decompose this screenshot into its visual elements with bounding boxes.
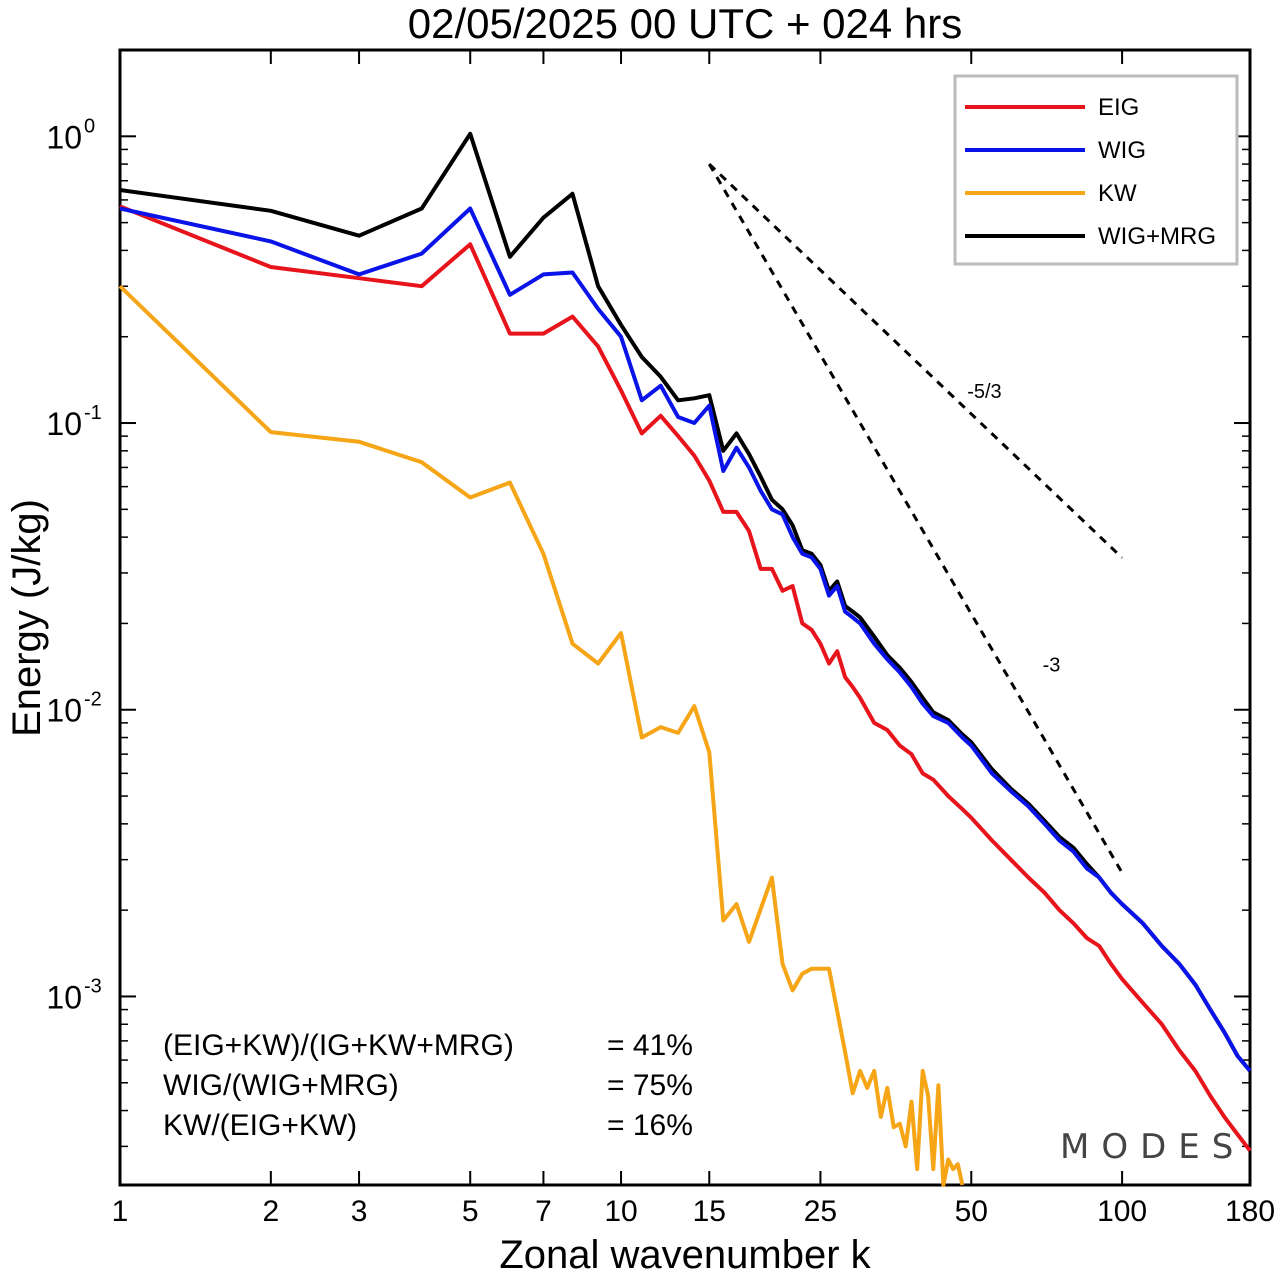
x-tick-label: 7 [535,1195,552,1228]
reference-line-label-1: -3 [1043,654,1061,676]
y-tick-label: 10 [46,406,82,442]
legend-label-3: WIG+MRG [1098,223,1216,250]
legend-label-2: KW [1098,180,1137,207]
legend-label-0: EIG [1098,94,1139,121]
ratio-label-2: KW/(EIG+KW) [163,1109,357,1142]
ratio-value-2: = 16% [607,1109,693,1142]
y-tick-label: 10 [46,119,82,155]
x-tick-label: 10 [604,1195,637,1228]
reference-line-label-0: -5/3 [967,381,1001,403]
x-tick-label: 3 [351,1195,368,1228]
y-tick-exponent: -2 [84,689,102,711]
ratio-value-0: = 41% [607,1029,693,1062]
legend: EIG WIG KW WIG+MRG [953,74,1239,266]
x-tick-label: 100 [1097,1195,1147,1228]
y-tick-exponent: -1 [84,402,102,424]
x-axis-label: Zonal wavenumber k [499,1233,871,1277]
axis-ticks [119,49,1251,1185]
ratio-label-0: (EIG+KW)/(IG+KW+MRG) [163,1029,514,1062]
reference-lines: -5/3 -3 [707,163,1124,874]
y-tick-label: 10 [46,693,82,729]
y-tick-exponent: -3 [84,975,102,997]
ratio-value-1: = 75% [607,1069,693,1102]
series-group [118,131,1252,1187]
y-tick-exponent: 0 [84,115,95,137]
plot-frame [118,48,1252,1187]
ratio-label-1: WIG/(WIG+MRG) [163,1069,399,1102]
x-tick-label: 25 [804,1195,837,1228]
x-tick-label: 1 [112,1195,129,1228]
series-line-kw [118,284,965,1187]
reference-line-0 [708,163,1124,559]
x-tick-label: 50 [955,1195,988,1228]
x-tick-label: 5 [462,1195,479,1228]
legend-label-1: WIG [1098,137,1146,164]
watermark-logo: MODES [1060,1127,1245,1167]
y-tick-label: 10 [46,979,82,1015]
series-line-eig [119,204,1252,1152]
reference-line-1 [707,163,1124,874]
ratio-annotations: (EIG+KW)/(IG+KW+MRG) = 41% WIG/(WIG+MRG)… [163,1029,693,1142]
y-axis-label: Energy (J/kg) [5,499,49,737]
series-line-wig [119,206,1252,1073]
x-tick-label: 15 [693,1195,726,1228]
chart-title: 02/05/2025 00 UTC + 024 hrs [408,0,963,47]
x-tick-label: 2 [262,1195,279,1228]
x-tick-label: 180 [1225,1195,1275,1228]
